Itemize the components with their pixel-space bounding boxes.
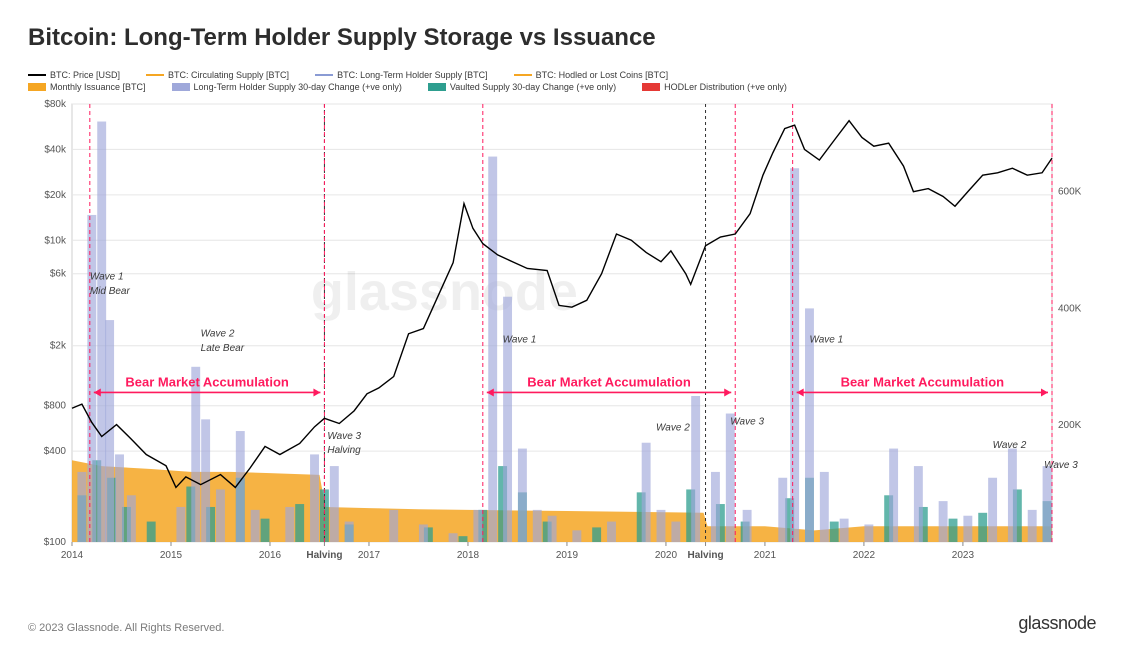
wave-label: Wave 1 (809, 335, 843, 346)
legend-item: HODLer Distribution (+ve only) (642, 82, 787, 92)
svg-text:$2k: $2k (50, 341, 67, 352)
svg-text:2021: 2021 (754, 550, 777, 561)
svg-text:2023: 2023 (952, 550, 975, 561)
wave-label: Wave 2 (201, 329, 235, 340)
wave-label: Wave 3 (327, 431, 361, 442)
svg-text:2020: 2020 (655, 550, 678, 561)
svg-text:$80k: $80k (44, 99, 67, 110)
legend-item: Vaulted Supply 30-day Change (+ve only) (428, 82, 616, 92)
svg-text:2016: 2016 (259, 550, 282, 561)
wave-label: Mid Bear (90, 286, 131, 297)
svg-text:2017: 2017 (358, 550, 381, 561)
svg-text:400K: 400K (1058, 303, 1082, 314)
svg-text:600K: 600K (1058, 187, 1082, 198)
brand-logo: glassnode (1018, 613, 1096, 634)
wave-label: Wave 2 (656, 422, 690, 433)
svg-text:$20k: $20k (44, 190, 67, 201)
svg-text:$800: $800 (44, 401, 67, 412)
wave-label: Wave 2 (993, 440, 1027, 451)
legend: BTC: Price [USD] BTC: Circulating Supply … (28, 70, 1096, 94)
svg-text:$6k: $6k (50, 269, 67, 280)
wave-label: Late Bear (201, 343, 245, 354)
wave-label: Wave 1 (503, 335, 537, 346)
svg-text:2018: 2018 (457, 550, 480, 561)
legend-item: BTC: Long-Term Holder Supply [BTC] (315, 70, 488, 80)
legend-item: Long-Term Holder Supply 30-day Change (+… (172, 82, 402, 92)
svg-text:Halving: Halving (306, 550, 342, 561)
copyright: © 2023 Glassnode. All Rights Reserved. (28, 622, 224, 634)
svg-text:2022: 2022 (853, 550, 876, 561)
svg-text:Halving: Halving (687, 550, 723, 561)
accumulation-label: Bear Market Accumulation (527, 374, 691, 389)
svg-text:2015: 2015 (160, 550, 183, 561)
legend-item: BTC: Hodled or Lost Coins [BTC] (514, 70, 669, 80)
svg-text:glassnode: glassnode (311, 262, 578, 322)
legend-item: Monthly Issuance [BTC] (28, 82, 146, 92)
legend-item: BTC: Price [USD] (28, 70, 120, 80)
wave-label: Wave 3 (730, 417, 764, 428)
svg-text:$100: $100 (44, 537, 67, 548)
svg-text:2014: 2014 (61, 550, 84, 561)
chart: $100 $400 $800 $2k $6k $10k $20k $40k $80k 200K 40… (28, 98, 1096, 578)
accumulation-label: Bear Market Accumulation (841, 374, 1005, 389)
accumulation-label: Bear Market Accumulation (125, 374, 289, 389)
wave-label: Wave 3 (1044, 460, 1078, 471)
svg-text:2019: 2019 (556, 550, 579, 561)
svg-text:$10k: $10k (44, 235, 67, 246)
legend-item: BTC: Circulating Supply [BTC] (146, 70, 289, 80)
svg-text:$400: $400 (44, 446, 67, 457)
svg-text:$40k: $40k (44, 144, 67, 155)
svg-text:200K: 200K (1058, 420, 1082, 431)
page-title: Bitcoin: Long-Term Holder Supply Storage… (28, 24, 1096, 52)
wave-label: Halving (327, 445, 361, 456)
wave-label: Wave 1 (90, 271, 124, 282)
